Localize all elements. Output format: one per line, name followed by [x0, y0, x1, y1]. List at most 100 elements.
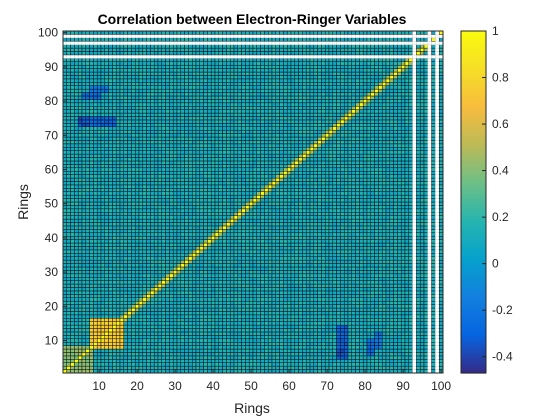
- heatmap-cell: [248, 232, 254, 237]
- heatmap-cell: [93, 92, 98, 97]
- heatmap-cell: [191, 133, 197, 138]
- heatmap-cell: [180, 273, 185, 278]
- heatmap-cell: [229, 290, 235, 295]
- heatmap-cell: [210, 201, 216, 206]
- heatmap-cell: [184, 256, 189, 261]
- heatmap-cell: [96, 294, 102, 298]
- heatmap-cell: [169, 263, 174, 268]
- heatmap-cell: [119, 167, 125, 172]
- heatmap-cell: [165, 68, 170, 73]
- heatmap-cell: [191, 290, 197, 295]
- heatmap-cell: [62, 184, 68, 189]
- heatmap-cell: [70, 181, 75, 186]
- heatmap-cell: [229, 71, 235, 76]
- heatmap-cell: [188, 133, 193, 138]
- heatmap-cell: [214, 75, 220, 80]
- heatmap-cell: [241, 106, 246, 110]
- heatmap-cell: [157, 297, 163, 302]
- heatmap-cell: [150, 300, 155, 305]
- heatmap-cell: [207, 345, 212, 350]
- heatmap-cell: [233, 212, 239, 216]
- heatmap-cell: [222, 177, 227, 182]
- heatmap-cell: [119, 290, 125, 295]
- heatmap-cell: [70, 116, 75, 121]
- heatmap-cell: [138, 290, 144, 295]
- heatmap-cell: [248, 123, 254, 127]
- heatmap-cell: [241, 61, 246, 66]
- heatmap-cell: [138, 153, 144, 158]
- heatmap-cell: [218, 331, 223, 336]
- heatmap-cell: [222, 181, 227, 186]
- heatmap-cell: [241, 212, 246, 216]
- heatmap-cell: [112, 198, 117, 203]
- heatmap-cell: [226, 126, 231, 131]
- heatmap-cell: [108, 348, 113, 353]
- heatmap-cell: [169, 341, 174, 346]
- heatmap-cell: [93, 181, 98, 186]
- heatmap-cell: [210, 106, 216, 110]
- heatmap-cell: [210, 85, 216, 90]
- heatmap-cell: [115, 266, 121, 271]
- heatmap-cell: [81, 116, 87, 121]
- heatmap-cell: [104, 51, 109, 56]
- heatmap-cell: [195, 304, 201, 309]
- heatmap-cell: [93, 133, 98, 138]
- heatmap-cell: [214, 51, 220, 56]
- heatmap-cell: [81, 311, 87, 316]
- heatmap-cell: [214, 177, 220, 182]
- heatmap-cell: [176, 184, 182, 189]
- heatmap-cell: [138, 253, 144, 257]
- heatmap-cell: [218, 109, 223, 114]
- heatmap-cell: [214, 283, 220, 288]
- heatmap-cell: [229, 345, 235, 350]
- heatmap-cell: [81, 256, 87, 261]
- heatmap-cell: [233, 119, 239, 124]
- heatmap-cell: [146, 184, 151, 189]
- heatmap-cell: [62, 129, 68, 134]
- heatmap-cell: [142, 34, 147, 39]
- heatmap-cell: [165, 341, 170, 346]
- heatmap-cell: [153, 75, 159, 80]
- heatmap-cell: [119, 246, 125, 251]
- heatmap-cell: [96, 300, 102, 305]
- heatmap-cell: [85, 338, 90, 343]
- heatmap-cell: [93, 253, 98, 257]
- heatmap-cell: [119, 160, 125, 165]
- heatmap-cell: [146, 174, 151, 179]
- heatmap-cell: [226, 242, 231, 247]
- heatmap-cell: [96, 51, 102, 56]
- heatmap-cell: [165, 318, 170, 322]
- heatmap-cell: [66, 85, 71, 90]
- heatmap-cell: [93, 95, 98, 100]
- heatmap-cell: [81, 290, 87, 295]
- heatmap-cell: [112, 184, 117, 189]
- heatmap-cell: [100, 205, 106, 210]
- heatmap-cell: [127, 205, 132, 210]
- heatmap-cell: [142, 208, 147, 213]
- heatmap-cell: [229, 205, 235, 210]
- heatmap-cell: [77, 126, 83, 131]
- heatmap-cell: [161, 335, 166, 340]
- heatmap-cell: [229, 328, 235, 333]
- heatmap-cell: [203, 273, 208, 278]
- heatmap-cell: [165, 290, 170, 295]
- heatmap-cell: [96, 280, 102, 285]
- heatmap-cell: [207, 307, 212, 312]
- heatmap-cell: [180, 143, 185, 148]
- heatmap-cell: [146, 266, 151, 271]
- heatmap-cell: [229, 229, 235, 234]
- heatmap-cell: [112, 215, 117, 220]
- heatmap-cell: [245, 345, 250, 350]
- heatmap-cell: [172, 266, 178, 271]
- heatmap-cell: [127, 92, 132, 97]
- heatmap-cell: [172, 160, 178, 165]
- heatmap-cell: [188, 34, 193, 39]
- heatmap-cell: [74, 263, 79, 268]
- heatmap-cell: [62, 369, 68, 374]
- heatmap-cell: [161, 270, 166, 275]
- heatmap-cell: [245, 68, 250, 73]
- heatmap-cell: [214, 44, 220, 49]
- heatmap-cell: [77, 167, 83, 172]
- heatmap-cell: [104, 369, 109, 374]
- heatmap-cell: [85, 263, 90, 268]
